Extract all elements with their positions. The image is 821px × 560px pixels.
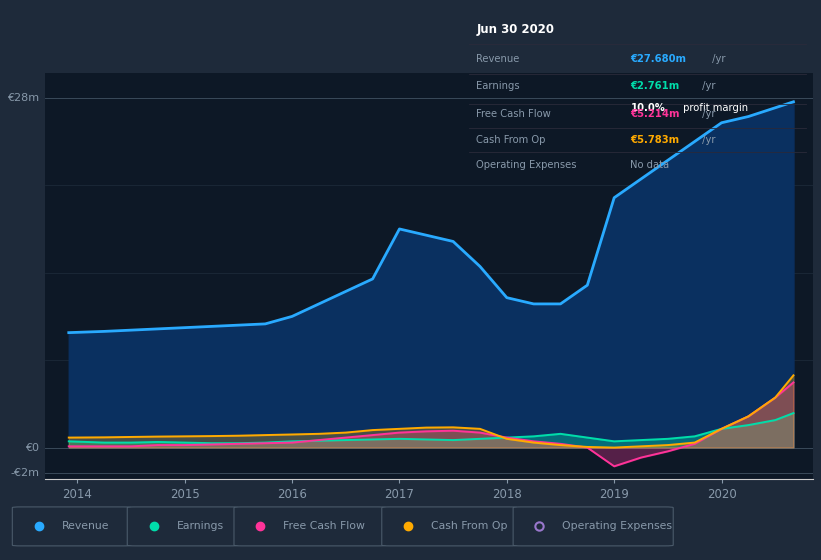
Text: No data: No data bbox=[631, 160, 670, 170]
Text: /yr: /yr bbox=[709, 54, 726, 64]
Text: Operating Expenses: Operating Expenses bbox=[476, 160, 576, 170]
Text: Earnings: Earnings bbox=[177, 521, 223, 531]
Text: Revenue: Revenue bbox=[62, 521, 109, 531]
FancyBboxPatch shape bbox=[127, 507, 238, 546]
FancyBboxPatch shape bbox=[513, 507, 673, 546]
FancyBboxPatch shape bbox=[12, 507, 131, 546]
Text: €28m: €28m bbox=[7, 93, 39, 103]
Text: Cash From Op: Cash From Op bbox=[431, 521, 507, 531]
Text: Free Cash Flow: Free Cash Flow bbox=[476, 109, 551, 119]
Text: Free Cash Flow: Free Cash Flow bbox=[283, 521, 365, 531]
Text: Revenue: Revenue bbox=[476, 54, 520, 64]
Text: Earnings: Earnings bbox=[476, 81, 520, 91]
Text: -€2m: -€2m bbox=[10, 468, 39, 478]
Text: /yr: /yr bbox=[699, 135, 716, 145]
Text: /yr: /yr bbox=[699, 109, 716, 119]
Text: €27.680m: €27.680m bbox=[631, 54, 686, 64]
Text: profit margin: profit margin bbox=[680, 103, 748, 113]
Text: €2.761m: €2.761m bbox=[631, 81, 680, 91]
Text: €5.783m: €5.783m bbox=[631, 135, 680, 145]
Text: €5.214m: €5.214m bbox=[631, 109, 680, 119]
FancyBboxPatch shape bbox=[234, 507, 386, 546]
Text: Cash From Op: Cash From Op bbox=[476, 135, 546, 145]
Text: 10.0%: 10.0% bbox=[631, 103, 665, 113]
FancyBboxPatch shape bbox=[382, 507, 517, 546]
Text: Operating Expenses: Operating Expenses bbox=[562, 521, 672, 531]
Text: /yr: /yr bbox=[699, 81, 716, 91]
Text: Jun 30 2020: Jun 30 2020 bbox=[476, 23, 554, 36]
Text: €0: €0 bbox=[25, 442, 39, 452]
